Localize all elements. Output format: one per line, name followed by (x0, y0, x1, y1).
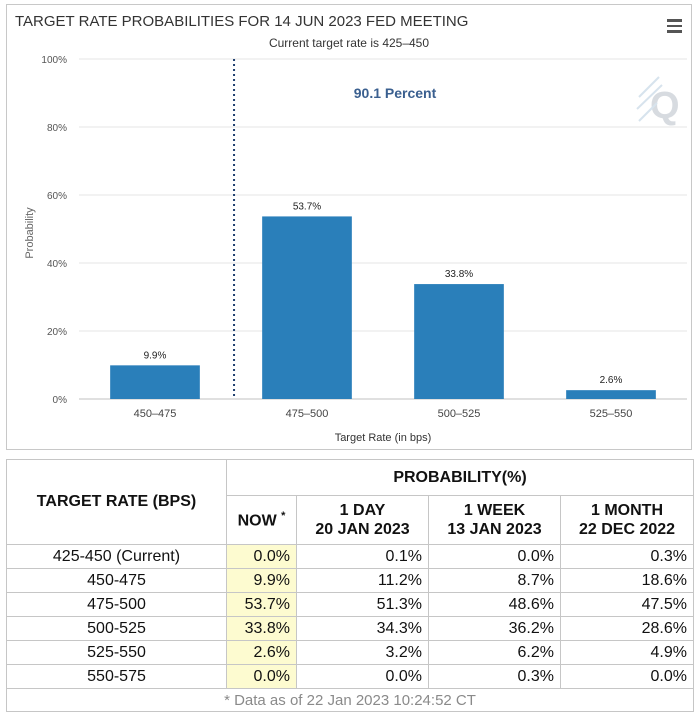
header-probability: PROBABILITY(%) (226, 459, 694, 496)
header-1-week-line2: 13 JAN 2023 (447, 521, 542, 538)
row-1-week-value: 48.6% (428, 592, 561, 617)
x-tick-label: 450–475 (134, 408, 177, 420)
header-1-month-line1: 1 MONTH (591, 502, 663, 519)
cme-watermark-logo: Q (636, 76, 680, 127)
header-now-label: NOW (237, 512, 277, 530)
header-now-footnote-mark: * (281, 509, 286, 522)
chart-panel: TARGET RATE PROBABILITIES FOR 14 JUN 202… (6, 4, 692, 450)
header-target-rate: TARGET RATE (BPS) (6, 459, 227, 545)
row-1-day-value: 0.1% (296, 544, 429, 569)
y-tick-label: 20% (47, 327, 67, 338)
header-1-week-line1: 1 WEEK (463, 502, 526, 519)
bar-data-label: 9.9% (144, 350, 167, 361)
row-1-month-value: 0.0% (560, 664, 694, 689)
row-now-value: 9.9% (226, 568, 297, 593)
bar-data-label: 53.7% (293, 201, 321, 212)
x-axis-ticks: 450–475 475–500 500–525 525–550 (134, 408, 633, 420)
row-now-value: 0.0% (226, 664, 297, 689)
row-1-day-value: 0.0% (296, 664, 429, 689)
gridlines (79, 58, 687, 400)
row-1-month-value: 4.9% (560, 640, 694, 665)
bars (110, 216, 656, 399)
header-1-month: 1 MONTH 22 DEC 2022 (560, 495, 694, 545)
header-now: NOW * (226, 495, 297, 545)
row-target-rate: 475-500 (6, 592, 227, 617)
row-1-month-value: 28.6% (560, 616, 694, 641)
row-target-rate: 525-550 (6, 640, 227, 665)
header-1-month-line2: 22 DEC 2022 (578, 521, 676, 538)
bar-data-label: 33.8% (445, 269, 473, 280)
chart-subtitle: Current target rate is 425–450 (269, 36, 429, 50)
row-target-rate: 550-575 (6, 664, 227, 689)
data-timestamp-footer: * Data as of 22 Jan 2023 10:24:52 CT (6, 688, 694, 712)
y-tick-label: 0% (53, 395, 68, 406)
chart-annotation: 90.1 Percent (354, 85, 437, 101)
y-tick-label: 100% (41, 55, 67, 66)
bar-450-475[interactable] (110, 365, 200, 399)
row-1-month-value: 18.6% (560, 568, 694, 593)
x-tick-label: 475–500 (286, 408, 329, 420)
x-tick-label: 500–525 (438, 408, 481, 420)
y-axis-title: Probability (24, 207, 36, 259)
bar-525-550[interactable] (566, 390, 656, 399)
chart-menu-icon[interactable] (667, 19, 682, 33)
row-now-value: 2.6% (226, 640, 297, 665)
header-1-week: 1 WEEK 13 JAN 2023 (428, 495, 561, 545)
header-1-day-line1: 1 DAY (339, 502, 386, 519)
row-1-week-value: 6.2% (428, 640, 561, 665)
row-now-value: 53.7% (226, 592, 297, 617)
table-row: 525-550 2.6% 3.2% 6.2% 4.9% (6, 640, 694, 665)
header-1-day-line2: 20 JAN 2023 (315, 521, 410, 538)
table-row: 450-475 9.9% 11.2% 8.7% 18.6% (6, 568, 694, 593)
row-1-week-value: 8.7% (428, 568, 561, 593)
x-axis-title: Target Rate (in bps) (335, 432, 432, 444)
table-row: 475-500 53.7% 51.3% 48.6% 47.5% (6, 592, 694, 617)
row-1-month-value: 0.3% (560, 544, 694, 569)
row-target-rate: 425-450 (Current) (6, 544, 227, 569)
row-1-day-value: 34.3% (296, 616, 429, 641)
table-row: 500-525 33.8% 34.3% 36.2% 28.6% (6, 616, 694, 641)
chart-title: TARGET RATE PROBABILITIES FOR 14 JUN 202… (15, 13, 468, 30)
row-now-value: 33.8% (226, 616, 297, 641)
row-target-rate: 500-525 (6, 616, 227, 641)
table-row: 550-575 0.0% 0.0% 0.3% 0.0% (6, 664, 694, 689)
row-1-day-value: 11.2% (296, 568, 429, 593)
row-1-week-value: 36.2% (428, 616, 561, 641)
svg-text:Q: Q (650, 85, 680, 127)
x-tick-label: 525–550 (590, 408, 633, 420)
data-labels: 9.9% 53.7% 33.8% 2.6% (144, 201, 623, 386)
row-1-day-value: 51.3% (296, 592, 429, 617)
table-body: 425-450 (Current) 0.0% 0.1% 0.0% 0.3% 450-475… (6, 544, 694, 689)
row-1-week-value: 0.0% (428, 544, 561, 569)
row-1-month-value: 47.5% (560, 592, 694, 617)
row-now-value: 0.0% (226, 544, 297, 569)
y-tick-label: 80% (47, 123, 67, 134)
bar-475-500[interactable] (262, 216, 352, 399)
row-1-day-value: 3.2% (296, 640, 429, 665)
bar-chart: TARGET RATE PROBABILITIES FOR 14 JUN 202… (15, 13, 687, 444)
y-tick-label: 60% (47, 191, 67, 202)
header-1-day: 1 DAY 20 JAN 2023 (296, 495, 429, 545)
bar-500-525[interactable] (414, 284, 504, 399)
probability-table: TARGET RATE (BPS) PROBABILITY(%) NOW * 1… (6, 459, 694, 712)
row-target-rate: 450-475 (6, 568, 227, 593)
y-tick-label: 40% (47, 259, 67, 270)
row-1-week-value: 0.3% (428, 664, 561, 689)
bar-data-label: 2.6% (600, 375, 623, 386)
table-row: 425-450 (Current) 0.0% 0.1% 0.0% 0.3% (6, 544, 694, 569)
y-axis-ticks: 0% 20% 40% 60% 80% 100% (41, 55, 67, 406)
